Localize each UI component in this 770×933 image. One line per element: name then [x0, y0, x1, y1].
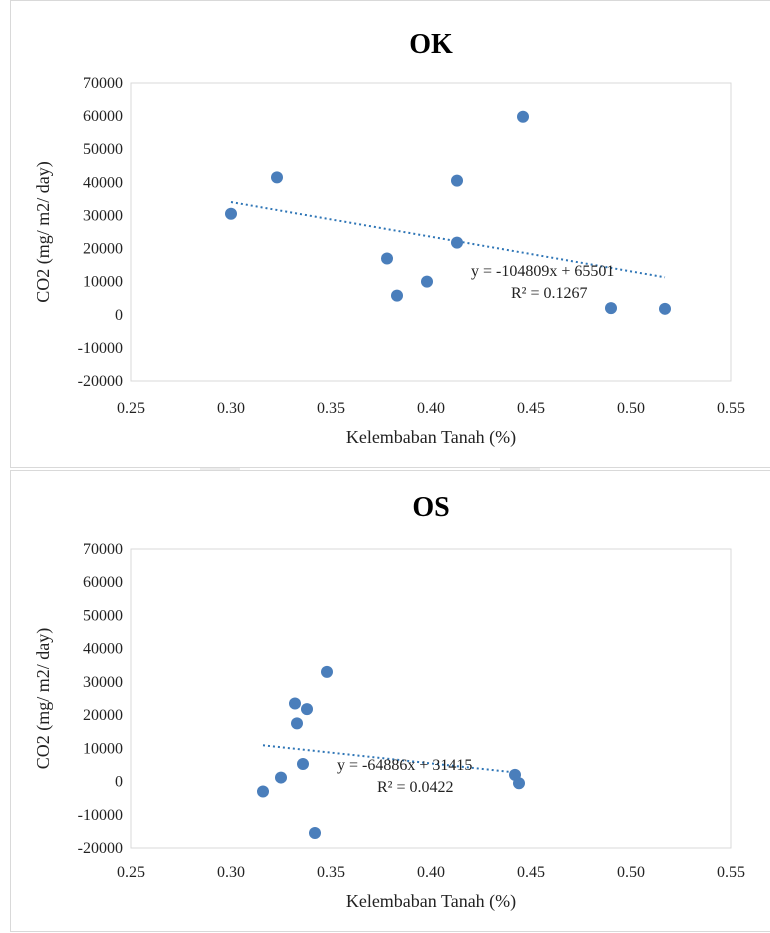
- y-tick-label: 70000: [83, 541, 123, 558]
- data-point: [309, 827, 321, 840]
- y-tick-label: 10000: [83, 274, 123, 291]
- x-axis-label: Kelembaban Tanah (%): [346, 427, 516, 448]
- y-tick-label: 50000: [83, 141, 123, 158]
- data-point: [257, 785, 269, 798]
- y-tick-label: 30000: [83, 674, 123, 691]
- data-point: [451, 236, 463, 249]
- chart-panel-os: OS 70000 60000 50000 40000 30000 20000 10000 0 -1…: [10, 470, 770, 932]
- x-tick-label: 0.30: [217, 400, 245, 417]
- x-tick-label: 0.40: [417, 400, 445, 417]
- chart-ok: OK 70000 60000 50000 40000 30000 20000 10000 0 -1…: [33, 29, 745, 448]
- x-tick-label: 0.55: [717, 864, 745, 881]
- r-squared: R² = 0.0422: [377, 779, 454, 796]
- data-point: [301, 703, 313, 716]
- chart-title: OK: [409, 29, 453, 60]
- data-point: [291, 717, 303, 730]
- data-point: [321, 665, 333, 678]
- y-tick-label: 60000: [83, 574, 123, 591]
- x-tick-label: 0.45: [517, 400, 545, 417]
- chart-title: OS: [412, 492, 449, 523]
- x-tick-label: 0.50: [617, 864, 645, 881]
- y-tick-label: 10000: [83, 740, 123, 757]
- trend-equation: y = -104809x + 65501: [471, 263, 614, 280]
- y-tick-label: 20000: [83, 707, 123, 724]
- y-tick-label: 40000: [83, 174, 123, 191]
- y-tick-label: -20000: [78, 840, 123, 857]
- y-tick-label: 30000: [83, 207, 123, 224]
- data-point: [421, 275, 433, 288]
- data-point: [391, 289, 403, 302]
- trend-equation: y = -64886x + 31415: [337, 757, 472, 774]
- y-tick-label: -10000: [78, 340, 123, 357]
- x-tick-label: 0.45: [517, 864, 545, 881]
- data-point: [451, 174, 463, 187]
- x-tick-label: 0.25: [117, 400, 145, 417]
- chart-os: OS 70000 60000 50000 40000 30000 20000 10000 0 -1…: [33, 492, 745, 912]
- x-tick-label: 0.40: [417, 864, 445, 881]
- y-tick-label: 20000: [83, 241, 123, 258]
- y-tick-label: 0: [115, 774, 123, 791]
- x-tick-label: 0.35: [317, 864, 345, 881]
- data-point: [297, 757, 309, 770]
- r-squared: R² = 0.1267: [511, 285, 588, 302]
- data-point: [513, 777, 525, 790]
- chart-panel-ok: OK 70000 60000 50000 40000 30000 20000 10000 0 -1…: [10, 0, 770, 468]
- data-point: [275, 771, 287, 784]
- x-tick-label: 0.50: [617, 400, 645, 417]
- y-tick-label: -10000: [78, 807, 123, 824]
- x-tick-label: 0.25: [117, 864, 145, 881]
- data-point: [517, 110, 529, 123]
- x-tick-label: 0.55: [717, 400, 745, 417]
- data-point: [605, 302, 617, 315]
- data-point: [225, 207, 237, 220]
- y-tick-label: -20000: [78, 373, 123, 390]
- trendline: [230, 201, 666, 279]
- data-point: [289, 697, 301, 710]
- y-tick-label: 60000: [83, 108, 123, 125]
- data-point: [381, 252, 393, 265]
- x-tick-label: 0.35: [317, 400, 345, 417]
- y-tick-label: 0: [115, 307, 123, 324]
- y-axis-label: CO2 (mg/ m2/ day): [33, 161, 54, 303]
- y-tick-label: 70000: [83, 75, 123, 92]
- y-tick-label: 40000: [83, 641, 123, 658]
- data-point: [271, 171, 283, 184]
- y-axis-label: CO2 (mg/ m2/ day): [33, 628, 54, 770]
- plot-area: [130, 82, 732, 382]
- y-tick-label: 50000: [83, 607, 123, 624]
- plot-area: [130, 548, 732, 849]
- data-point: [659, 302, 671, 315]
- x-axis-label: Kelembaban Tanah (%): [346, 891, 516, 912]
- x-tick-label: 0.30: [217, 864, 245, 881]
